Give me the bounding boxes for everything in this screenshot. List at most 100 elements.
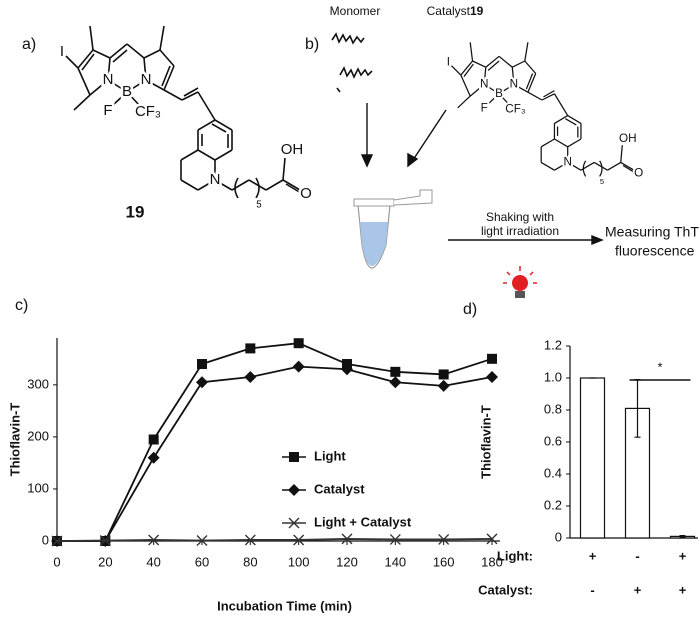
atom-label: N (563, 155, 571, 168)
x-axis-label: Incubation Time (min) (217, 598, 352, 613)
bond (92, 49, 111, 59)
bond (463, 63, 474, 77)
bond (285, 183, 302, 194)
row-sign: - (590, 582, 594, 597)
marker (341, 363, 353, 376)
bond (143, 57, 147, 81)
bond (180, 179, 199, 191)
atom-label: N (210, 171, 221, 188)
bond (567, 161, 582, 171)
y-tick-label: 0 (42, 532, 49, 547)
bond (73, 94, 91, 111)
bond (109, 43, 128, 59)
bond (524, 60, 537, 74)
atom-label: B (495, 87, 503, 100)
atom-label: CF₃ (505, 102, 526, 115)
atom-label: CF₃ (135, 103, 161, 120)
x-tick-label: 100 (288, 554, 310, 569)
bond (65, 55, 79, 69)
marker (196, 534, 208, 546)
y-tick-label: 1.2 (544, 337, 562, 352)
bond (77, 49, 94, 69)
bond (498, 55, 513, 68)
bond (197, 119, 216, 131)
arrows (360, 103, 604, 246)
tube (353, 189, 433, 269)
y-tick-label: 1.0 (544, 369, 562, 384)
y-tick-label: 300 (27, 376, 49, 391)
monomer-label: Monomer (330, 4, 381, 18)
bond (460, 60, 474, 76)
atom-label: N (510, 77, 518, 90)
marker (486, 371, 498, 384)
bond (159, 25, 165, 51)
marker (245, 343, 256, 354)
bond (460, 74, 471, 97)
bond (567, 138, 582, 148)
x-tick-label: 140 (384, 554, 406, 569)
row-label: Light: (497, 548, 533, 563)
bond (472, 60, 487, 68)
bond (483, 67, 487, 85)
atom-label: N (141, 71, 152, 88)
bond (498, 83, 515, 95)
bond (111, 91, 128, 107)
atom-label: 5 (600, 177, 604, 186)
bond (180, 149, 199, 161)
marker (148, 534, 160, 546)
bond (248, 179, 267, 191)
bond (143, 49, 161, 59)
bond (145, 79, 165, 91)
atom-label: 5 (256, 200, 262, 211)
marker (293, 534, 305, 546)
bond (553, 93, 569, 116)
atom-label: OH (619, 132, 637, 145)
bond (214, 119, 233, 131)
y-tick-label: 0.4 (544, 465, 562, 480)
marker (148, 434, 159, 445)
x-tick-label: 0 (53, 554, 60, 569)
legend-marker (289, 452, 299, 462)
bond (541, 93, 555, 101)
bond (524, 42, 529, 62)
panel-label: d) (463, 301, 477, 318)
marker (341, 533, 353, 545)
bond (554, 138, 569, 148)
bond (469, 83, 485, 97)
atom-label: B (122, 83, 132, 100)
bond (512, 60, 526, 68)
bond (112, 49, 128, 63)
atom-label: OH (281, 141, 304, 158)
marker (99, 534, 111, 546)
atom-label: N (103, 71, 114, 88)
y-tick-label: 0.8 (544, 401, 562, 416)
bond (126, 79, 147, 93)
bond (211, 123, 227, 133)
row-sign: + (679, 548, 687, 563)
marker (486, 533, 498, 545)
panel-label: b) (305, 36, 319, 53)
compound-number: 19 (126, 202, 145, 221)
panel-label: c) (15, 297, 28, 314)
bond (540, 138, 555, 148)
bond (163, 89, 183, 101)
annotation: * (657, 359, 662, 374)
bond (265, 179, 284, 191)
bond (485, 55, 500, 68)
y-tick-label: 0.2 (544, 497, 562, 512)
bond (89, 79, 109, 96)
atom-label: O (634, 166, 643, 179)
bond (107, 57, 111, 81)
marker (389, 533, 401, 545)
bond (620, 145, 623, 163)
atom-label: N (480, 77, 488, 90)
marker (293, 338, 304, 349)
bond (567, 115, 582, 124)
bond (540, 161, 555, 171)
marker (437, 379, 450, 392)
bond (543, 90, 555, 98)
light-bulb (503, 266, 537, 298)
x-tick-label: 20 (98, 554, 112, 569)
